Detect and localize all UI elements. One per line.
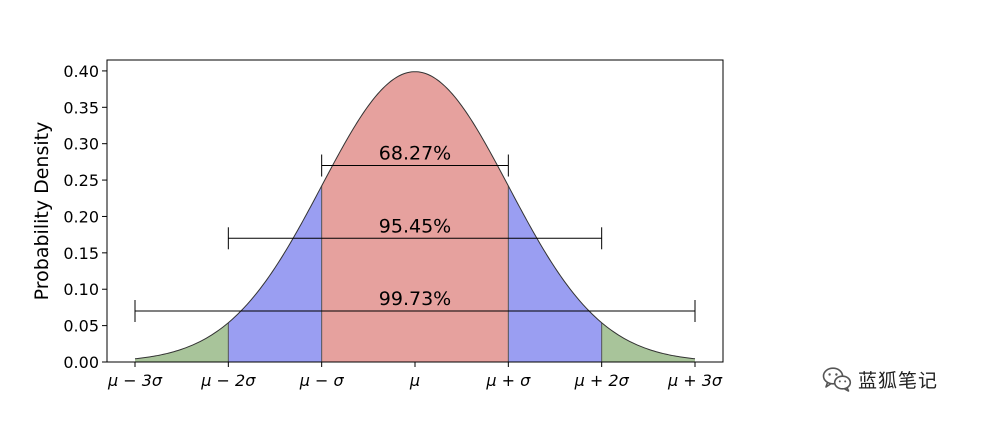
interval-label-1: 95.45% [379,215,451,237]
watermark-text: 蓝狐笔记 [858,369,939,392]
y-axis-label: Probability Density [31,122,53,301]
region-fill-0 [321,71,509,362]
y-tick-label: 0.25 [63,171,99,190]
interval-label-0: 68.27% [379,143,451,165]
density-curve [134,71,696,360]
y-tick-label: 0.05 [63,317,99,336]
region-fill-4 [601,322,695,362]
x-tick-label: μ + 3σ [667,371,723,390]
y-axis: 0.00 0.05 0.10 0.15 0.20 0.25 0.30 0.35 0.40 [63,62,107,372]
y-tick-label: 0.15 [63,244,99,263]
x-tick-label: μ + 2σ [574,371,630,390]
x-tick-label: μ [409,371,420,390]
y-tick-label: 0.35 [63,98,99,117]
y-tick-label: 0.10 [63,280,99,299]
y-tick-label: 0.40 [63,62,99,81]
y-tick-label: 0.30 [63,135,99,154]
interval-label-2: 99.73% [379,288,451,310]
x-tick-label: μ − 3σ [107,371,163,390]
y-tick-label: 0.00 [63,353,99,372]
x-tick-label: μ − 2σ [200,371,256,390]
watermark: 蓝狐笔记 [822,364,938,394]
y-tick-label: 0.20 [63,207,99,226]
x-tick-label: μ + σ [485,371,531,390]
region-fill-3 [135,322,229,362]
interval-annotations: 68.27% 95.45% 99.73% [134,143,696,323]
wechat-icon [822,367,852,392]
x-axis: μ − 3σ μ − 2σ μ − σ μ μ + σ μ + 2σ μ + 3σ [107,362,723,390]
x-tick-label: μ − σ [299,371,345,390]
